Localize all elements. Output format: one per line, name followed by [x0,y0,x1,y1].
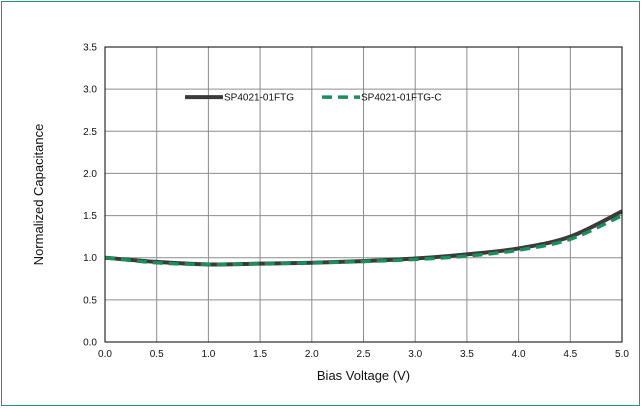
plot-area-border [104,46,623,343]
x-tick-label: 3.5 [460,349,474,360]
series-layer [104,209,623,267]
y-tick-label: 2.5 [83,127,97,138]
y-tick-label: 1.0 [83,253,97,264]
x-tick-label: 2.0 [305,349,319,360]
x-tick-label: 3.0 [408,349,422,360]
y-tick-label: 3.0 [83,85,97,96]
legend-label-sp4021-01ftg-c: SP4021-01FTG-C [361,93,442,104]
x-tick-labels: 0.0 0.5 1.0 1.5 2.0 2.5 3.0 3.5 4.0 4.5 5.0 [98,349,629,360]
x-tick-label: 4.5 [563,349,577,360]
y-axis-title: Normalized Capacitance [31,124,46,266]
legend-label-sp4021-01ftg: SP4021-01FTG [224,93,294,104]
legend: SP4021-01FTG SP4021-01FTG-C [185,93,442,104]
x-tick-label: 0.0 [98,349,112,360]
y-tick-label: 1.5 [83,211,97,222]
x-tick-label: 4.0 [512,349,526,360]
chart-frame: 0.0 0.5 1.0 1.5 2.0 2.5 3.0 3.5 4.0 4.5 5.0 0.0 0.5… [1,1,640,406]
y-tick-label: 0.0 [83,338,97,349]
y-tick-label: 2.0 [83,169,97,180]
x-tick-label: 5.0 [615,349,629,360]
y-tick-labels: 0.0 0.5 1.0 1.5 2.0 2.5 3.0 3.5 [83,43,97,349]
x-tick-label: 1.0 [201,349,215,360]
x-tick-label: 1.5 [253,349,267,360]
y-tick-label: 3.5 [83,43,97,54]
grid [104,46,623,343]
x-tick-label: 2.5 [357,349,371,360]
x-axis-title: Bias Voltage (V) [317,368,410,383]
x-tick-label: 0.5 [150,349,164,360]
series-line-sp4021-01ftg-c [104,213,623,267]
y-tick-label: 0.5 [83,295,97,306]
